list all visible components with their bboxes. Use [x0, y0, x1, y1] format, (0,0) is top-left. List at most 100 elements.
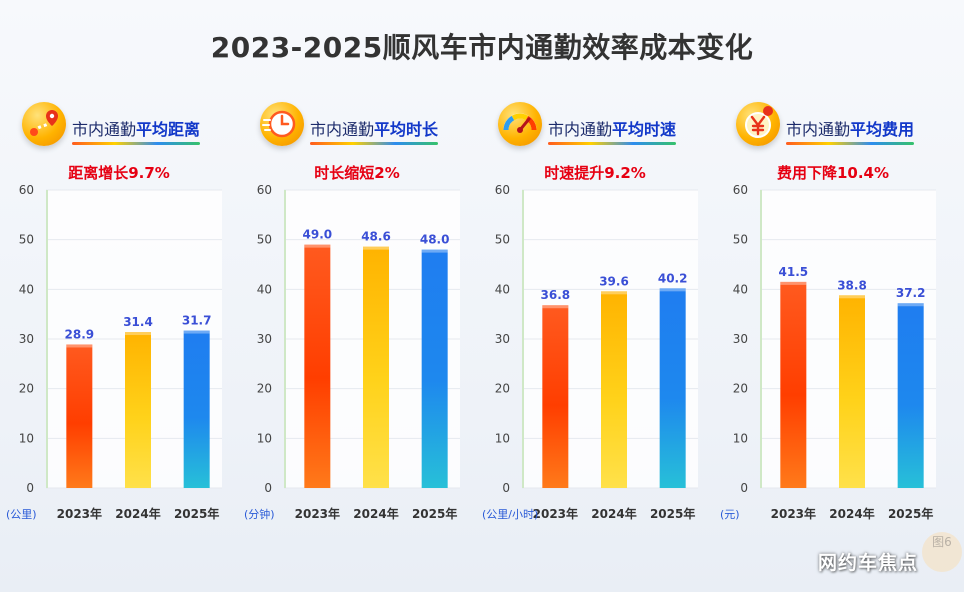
x-tick-label: 2024年 [115, 506, 160, 521]
bar-top-highlight [601, 291, 627, 295]
panel-speed: 市内通勤平均时速 时速提升9.2% 0 10 20 30 40 50 60 36.8 2023年… [476, 100, 714, 530]
x-tick-label: 2025年 [888, 506, 933, 521]
speedometer-icon [498, 102, 542, 146]
bar-2023年 [66, 344, 93, 488]
y-tick-label: 10 [495, 431, 510, 445]
bar-top-highlight [839, 295, 865, 299]
route-pin-icon [22, 102, 66, 146]
bar-top-highlight [304, 244, 331, 248]
heading-underline [548, 142, 677, 145]
panel-subtitle: 时长缩短2% [314, 164, 400, 182]
panel-subtitle: 费用下降10.4% [776, 164, 890, 182]
bar-2025年 [897, 303, 924, 488]
y-tick-label: 40 [733, 282, 748, 296]
heading-prefix: 市内通勤 [72, 120, 137, 139]
y-tick-label: 40 [257, 282, 272, 296]
y-tick-label: 40 [19, 282, 34, 296]
bar-2025年 [421, 249, 448, 488]
bar-2025年 [183, 330, 210, 488]
y-tick-label: 30 [495, 332, 510, 346]
y-tick-label: 10 [19, 431, 34, 445]
y-tick-label: 50 [19, 233, 34, 247]
data-label: 28.9 [65, 327, 95, 341]
data-label: 39.6 [599, 274, 629, 288]
panel-header: 市内通勤平均费用 [714, 100, 952, 156]
x-tick-label: 2023年 [533, 506, 578, 521]
bar-2023年 [304, 244, 331, 488]
data-label: 36.8 [541, 288, 571, 302]
x-tick-label: 2023年 [295, 506, 340, 521]
bar-top-highlight [780, 281, 807, 285]
panel-cost: 市内通勤平均费用 费用下降10.4% 0 10 20 30 40 50 60 41.5 2023… [714, 100, 952, 530]
bar-2025年 [659, 288, 686, 488]
panel-header: 市内通勤平均时长 [238, 100, 476, 156]
bar-top-highlight [125, 332, 151, 336]
y-tick-label: 20 [495, 382, 510, 396]
bar-chart-distance: 0 10 20 30 40 50 60 28.9 2023年 31.4 2024年 31.7 2025年… [6, 183, 222, 521]
x-tick-label: 2024年 [829, 506, 874, 521]
bar-chart-speed: 0 10 20 30 40 50 60 36.8 2023年 39.6 2024年 40.2 2025年… [482, 183, 698, 521]
bar-chart-cost: 0 10 20 30 40 50 60 41.5 2023年 38.8 2024年 37.2 2025年… [720, 183, 936, 521]
figure-tag: 图6 [922, 532, 962, 572]
x-tick-label: 2025年 [174, 506, 219, 521]
data-label: 38.8 [837, 278, 867, 292]
y-tick-label: 40 [495, 282, 510, 296]
panel-heading: 市内通勤平均时速 [548, 116, 677, 145]
bar-top-highlight [897, 303, 924, 307]
y-tick-label: 10 [257, 431, 272, 445]
data-label: 31.4 [123, 315, 153, 329]
panel-heading: 市内通勤平均时长 [310, 116, 439, 145]
panel-duration: 市内通勤平均时长 时长缩短2% 0 10 20 30 40 50 60 49.0 2023年 48… [238, 100, 476, 530]
y-tick-label: 0 [502, 481, 510, 495]
x-tick-label: 2024年 [353, 506, 398, 521]
y-tick-label: 30 [19, 332, 34, 346]
y-tick-label: 0 [264, 481, 272, 495]
data-label: 37.2 [896, 286, 926, 300]
panel-header: 市内通勤平均距离 [0, 100, 238, 156]
y-tick-label: 30 [257, 332, 272, 346]
source-watermark: 网约车焦点 [818, 552, 919, 574]
y-tick-label: 60 [257, 183, 272, 197]
yen-coin-icon [736, 102, 780, 146]
data-label: 48.6 [361, 230, 391, 244]
y-tick-label: 0 [740, 481, 748, 495]
heading-underline [72, 142, 201, 145]
y-tick-label: 10 [733, 431, 748, 445]
x-tick-label: 2023年 [57, 506, 102, 521]
bar-top-highlight [421, 249, 448, 253]
unit-label: (公里) [6, 508, 37, 521]
y-tick-label: 30 [733, 332, 748, 346]
panel-header: 市内通勤平均时速 [476, 100, 714, 156]
data-label: 48.0 [420, 233, 450, 247]
y-tick-label: 50 [495, 233, 510, 247]
data-label: 41.5 [779, 265, 809, 279]
unit-label: (公里/小时) [482, 508, 538, 521]
panel-subtitle: 距离增长9.7% [68, 164, 170, 182]
y-tick-label: 20 [733, 382, 748, 396]
bar-chart-duration: 0 10 20 30 40 50 60 49.0 2023年 48.6 2024年 48.0 2025年… [244, 183, 460, 521]
heading-prefix: 市内通勤 [310, 120, 375, 139]
bar-2024年 [839, 295, 865, 488]
heading-prefix: 市内通勤 [548, 120, 613, 139]
data-label: 31.7 [182, 314, 212, 328]
panel-distance: 市内通勤平均距离 距离增长9.7% 0 10 20 30 40 50 60 28.9 2023年… [0, 100, 238, 530]
bar-2023年 [542, 305, 569, 488]
heading-bold: 平均距离 [136, 120, 201, 139]
heading-bold: 平均时长 [374, 120, 439, 139]
x-tick-label: 2023年 [771, 506, 816, 521]
x-tick-label: 2025年 [412, 506, 457, 521]
bar-top-highlight [542, 305, 569, 309]
bar-top-highlight [66, 344, 93, 348]
bar-2024年 [363, 246, 389, 488]
y-tick-label: 50 [257, 233, 272, 247]
y-tick-label: 60 [19, 183, 34, 197]
bar-2024年 [601, 291, 627, 488]
heading-prefix: 市内通勤 [786, 120, 851, 139]
page-title: 2023-2025顺风车市内通勤效率成本变化 [210, 31, 754, 64]
heading-underline [310, 142, 439, 145]
y-tick-label: 50 [733, 233, 748, 247]
bar-2024年 [125, 332, 151, 488]
unit-label: (元) [720, 508, 740, 521]
heading-bold: 平均费用 [850, 120, 915, 139]
bar-2023年 [780, 281, 807, 488]
